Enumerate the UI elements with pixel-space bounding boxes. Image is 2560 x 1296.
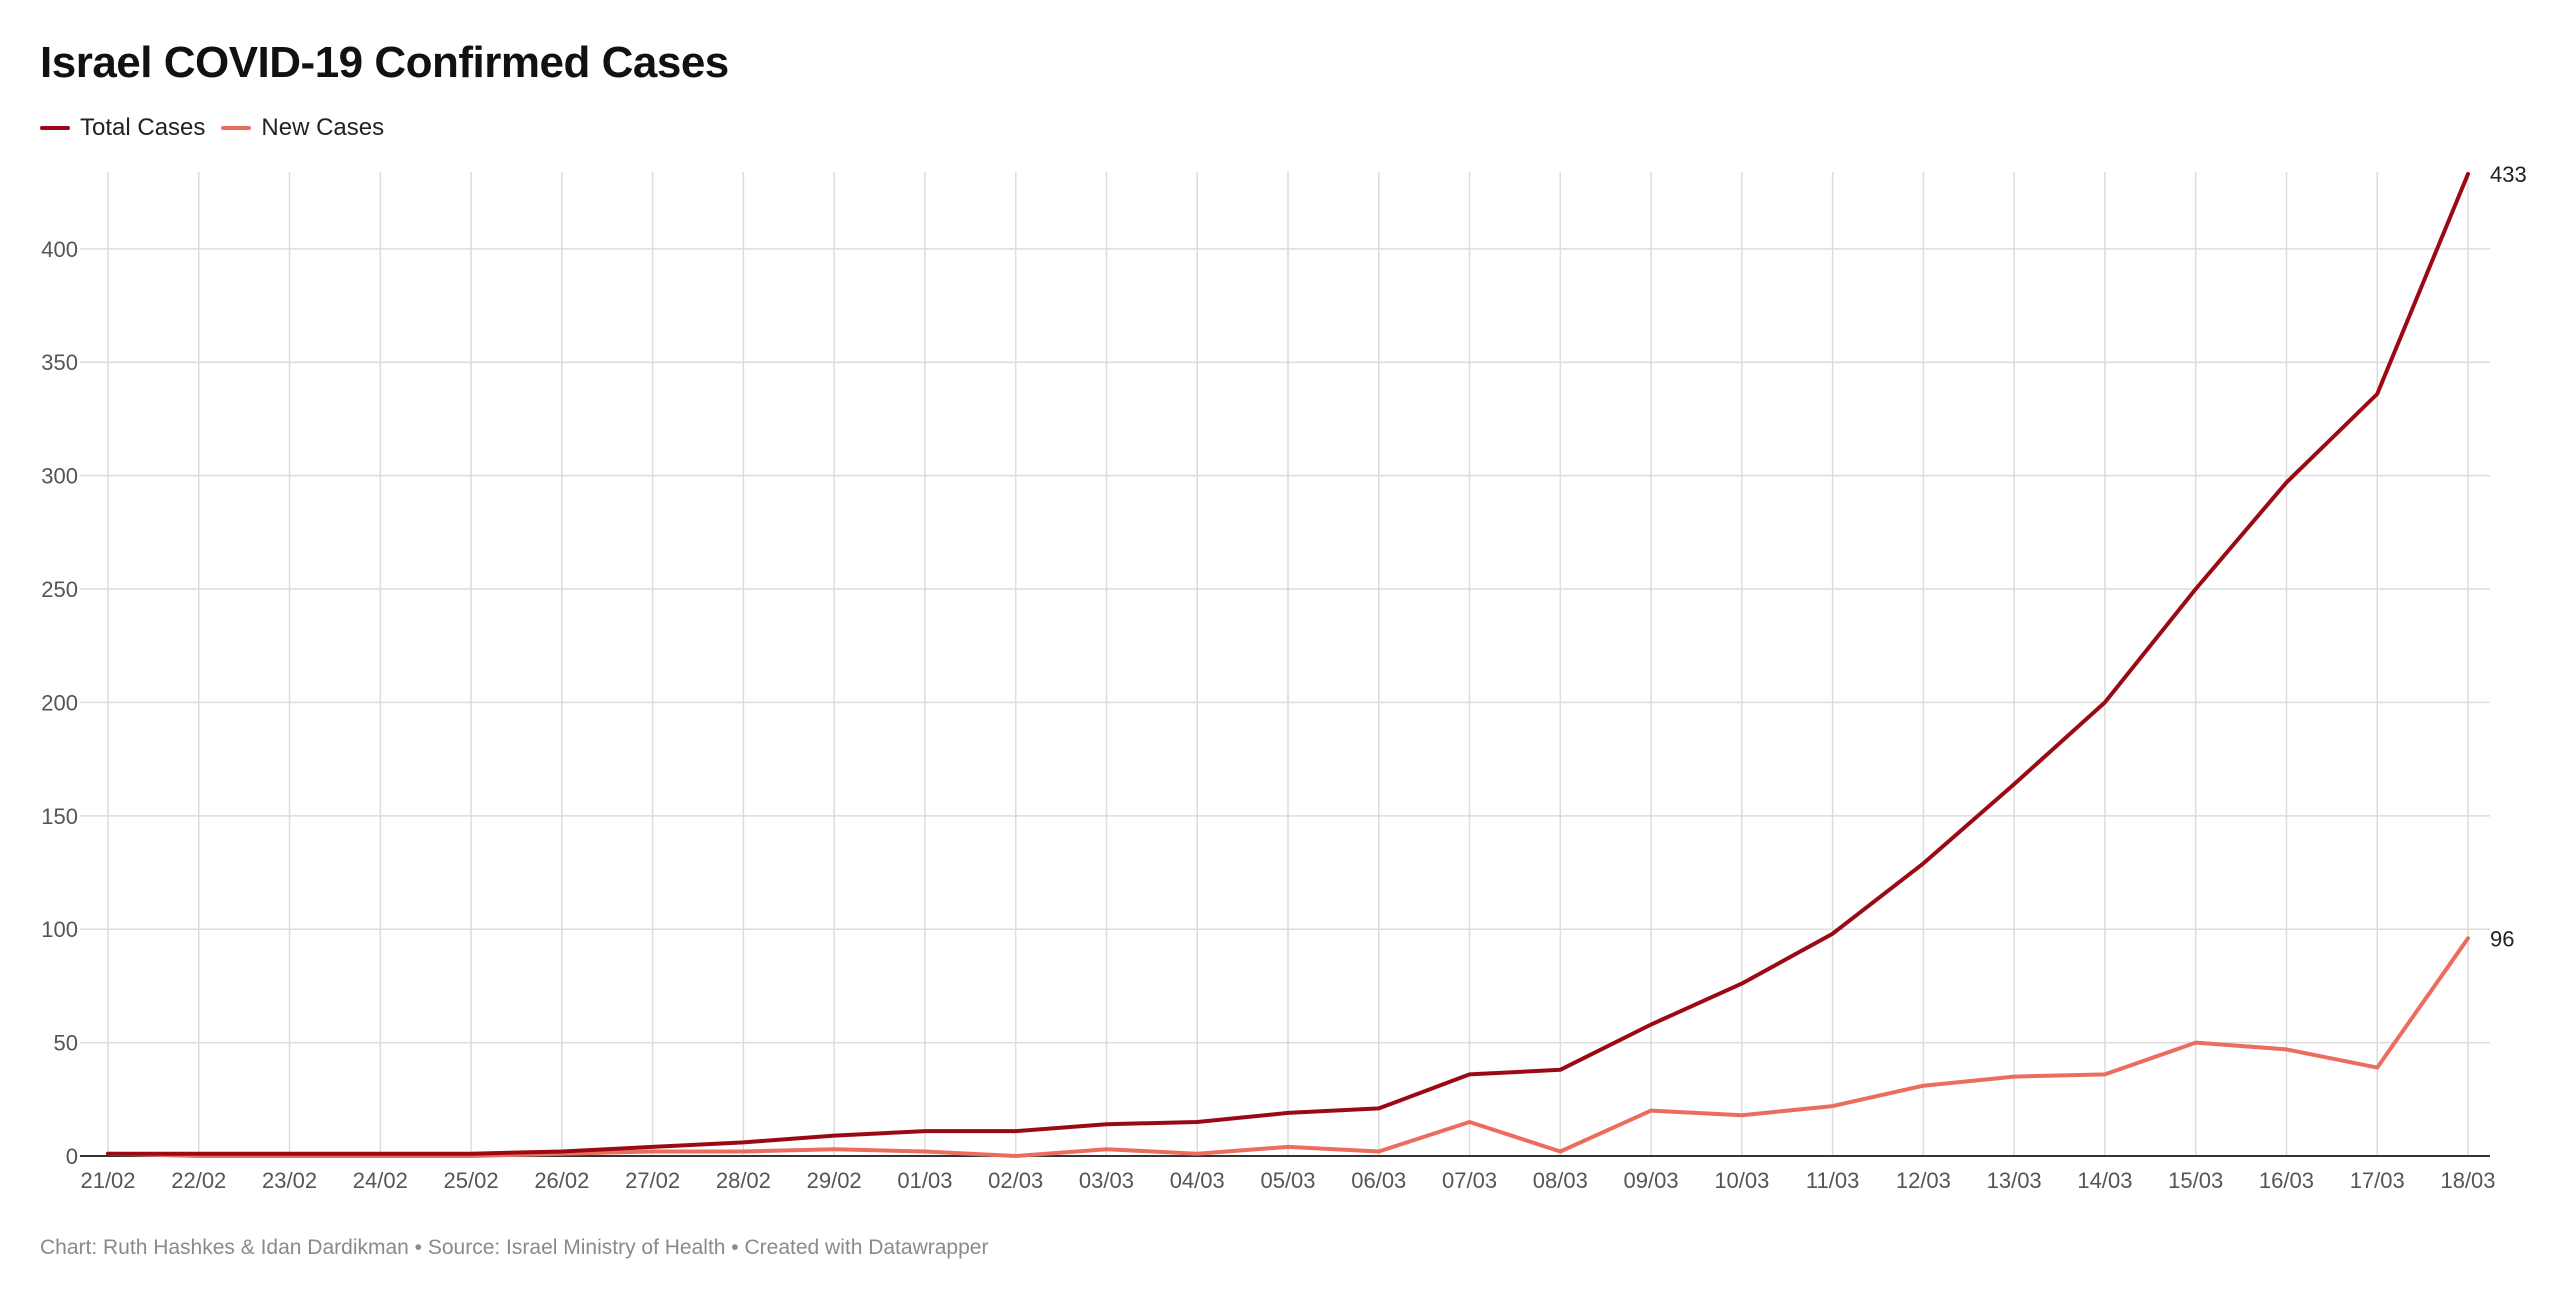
end-label-new-cases: 96 (2490, 926, 2514, 951)
x-tick-label: 24/02 (353, 1168, 408, 1193)
x-tick-label: 04/03 (1170, 1168, 1225, 1193)
series-line-total-cases (106, 172, 2470, 1156)
x-tick-label: 23/02 (262, 1168, 317, 1193)
legend-swatch-new (221, 126, 252, 130)
y-tick-label: 400 (41, 237, 78, 262)
series-line-new-cases (106, 936, 2470, 1158)
x-tick-label: 11/03 (1806, 1168, 1859, 1193)
x-tick-label: 07/03 (1442, 1168, 1497, 1193)
chart-title: Israel COVID-19 Confirmed Cases (40, 38, 729, 87)
x-tick-label: 29/02 (807, 1168, 862, 1193)
x-tick-label: 10/03 (1714, 1168, 1769, 1193)
legend-swatch-total (40, 126, 70, 130)
y-tick-label: 50 (54, 1031, 78, 1056)
legend-label-total: Total Cases (80, 114, 206, 141)
x-tick-label: 26/02 (534, 1168, 589, 1193)
y-tick-label: 0 (66, 1144, 78, 1169)
y-tick-label: 350 (41, 350, 78, 375)
x-tick-label: 17/03 (2350, 1168, 2405, 1193)
legend: Total Cases New Cases (40, 114, 400, 142)
x-tick-label: 15/03 (2168, 1168, 2223, 1193)
x-tick-label: 21/02 (80, 1168, 135, 1193)
y-tick-label: 250 (41, 577, 78, 602)
x-tick-label: 12/03 (1896, 1168, 1951, 1193)
x-tick-label: 03/03 (1079, 1168, 1134, 1193)
x-tick-label: 18/03 (2440, 1168, 2495, 1193)
x-tick-label: 05/03 (1260, 1168, 1315, 1193)
x-tick-label: 14/03 (2077, 1168, 2132, 1193)
x-tick-label: 09/03 (1624, 1168, 1679, 1193)
x-tick-label: 08/03 (1533, 1168, 1588, 1193)
x-tick-label: 27/02 (625, 1168, 680, 1193)
x-tick-label: 16/03 (2259, 1168, 2314, 1193)
chart-footer: Chart: Ruth Hashkes & Idan Dardikman • S… (40, 1236, 989, 1259)
legend-label-new: New Cases (261, 114, 385, 141)
y-tick-label: 100 (41, 917, 78, 942)
x-tick-label: 22/02 (171, 1168, 226, 1193)
x-tick-label: 25/02 (444, 1168, 499, 1193)
end-label-total-cases: 433 (2490, 162, 2527, 187)
x-tick-label: 06/03 (1351, 1168, 1406, 1193)
x-tick-label: 28/02 (716, 1168, 771, 1193)
y-tick-label: 200 (41, 690, 78, 715)
legend-item-total: Total Cases (40, 114, 205, 142)
x-tick-label: 01/03 (897, 1168, 952, 1193)
legend-item-new: New Cases (221, 114, 384, 142)
x-tick-label: 02/03 (988, 1168, 1043, 1193)
y-tick-label: 150 (41, 804, 78, 829)
x-tick-label: 13/03 (1987, 1168, 2042, 1193)
y-tick-label: 300 (41, 464, 78, 489)
